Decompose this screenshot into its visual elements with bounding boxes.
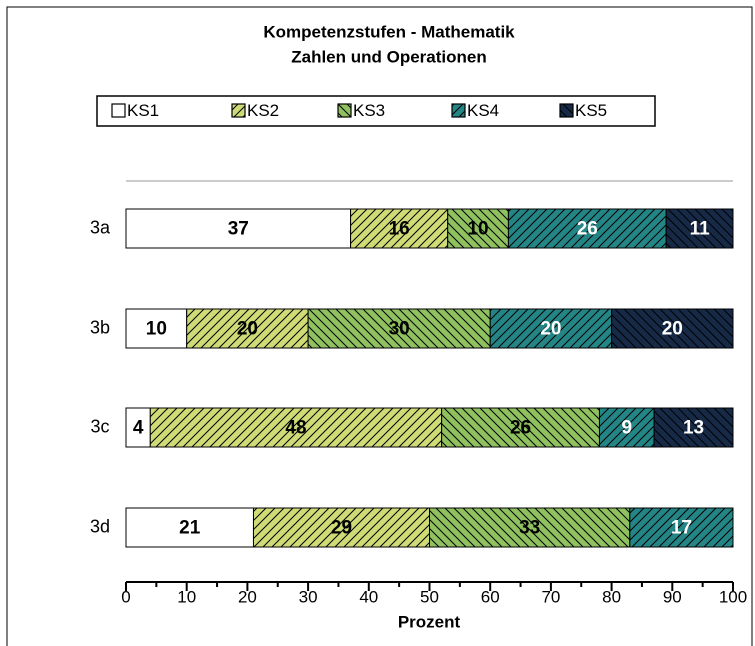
bar-segment bbox=[665, 208, 734, 249]
legend-label: KS5 bbox=[575, 101, 607, 120]
legend-swatch bbox=[337, 103, 352, 118]
y-tick-label: 3d bbox=[90, 516, 110, 536]
bar-segment bbox=[441, 407, 600, 448]
x-tick-label: 20 bbox=[238, 587, 257, 606]
bar-segment bbox=[125, 507, 254, 548]
bar-segment bbox=[186, 308, 309, 349]
data-label: 13 bbox=[683, 418, 704, 439]
x-tick-label: 60 bbox=[481, 587, 500, 606]
chart-title: Kompetenzstufen - Mathematik bbox=[263, 22, 515, 41]
bar-segment bbox=[598, 407, 655, 448]
x-tick-label: 0 bbox=[121, 587, 130, 606]
bar-segment bbox=[429, 507, 631, 548]
data-label: 16 bbox=[389, 219, 410, 240]
data-label: 4 bbox=[133, 418, 144, 439]
data-label: 26 bbox=[577, 219, 598, 240]
bar-segment bbox=[653, 407, 734, 448]
x-tick-label: 80 bbox=[602, 587, 621, 606]
data-label: 26 bbox=[510, 418, 531, 439]
data-label: 11 bbox=[690, 219, 711, 240]
data-label: 10 bbox=[467, 219, 488, 240]
legend-label: KS3 bbox=[353, 101, 385, 120]
x-tick-label: 30 bbox=[299, 587, 318, 606]
data-label: 17 bbox=[671, 518, 692, 539]
x-tick-label: 40 bbox=[359, 587, 378, 606]
legend-swatch bbox=[559, 103, 574, 118]
legend-swatch bbox=[111, 103, 126, 118]
y-tick-label: 3b bbox=[90, 317, 110, 337]
legend-label: KS4 bbox=[467, 101, 499, 120]
data-label: 20 bbox=[662, 319, 683, 340]
data-label: 29 bbox=[331, 518, 352, 539]
data-label: 20 bbox=[237, 319, 258, 340]
bar-segment bbox=[252, 507, 430, 548]
legend-label: KS1 bbox=[127, 101, 159, 120]
frame bbox=[6, 6, 753, 646]
data-label: 20 bbox=[540, 319, 561, 340]
bar-segment bbox=[307, 308, 491, 349]
data-label: 33 bbox=[519, 518, 540, 539]
x-tick-label: 90 bbox=[663, 587, 682, 606]
x-axis-label: Prozent bbox=[398, 612, 461, 631]
bar-segment bbox=[125, 407, 151, 448]
bar-segment bbox=[125, 308, 188, 349]
legend-label: KS2 bbox=[247, 101, 279, 120]
data-label: 30 bbox=[389, 319, 410, 340]
chart-subtitle: Zahlen und Operationen bbox=[291, 47, 487, 66]
data-label: 37 bbox=[228, 219, 249, 240]
bar-segment bbox=[629, 507, 734, 548]
bar-segment bbox=[350, 208, 449, 249]
x-tick-label: 50 bbox=[420, 587, 439, 606]
data-label: 21 bbox=[179, 518, 201, 539]
legend-swatch bbox=[231, 103, 246, 118]
x-tick-label: 70 bbox=[541, 587, 560, 606]
x-tick-label: 10 bbox=[177, 587, 196, 606]
y-tick-label: 3a bbox=[90, 217, 111, 237]
bar-segment bbox=[611, 308, 734, 349]
data-label: 48 bbox=[285, 418, 306, 439]
x-tick-label: 100 bbox=[719, 587, 747, 606]
bar-segment bbox=[447, 208, 509, 249]
y-tick-label: 3c bbox=[90, 416, 109, 436]
bar-segment bbox=[489, 308, 613, 349]
data-label: 9 bbox=[621, 418, 632, 439]
bar-segment bbox=[149, 407, 443, 448]
data-label: 10 bbox=[146, 319, 167, 340]
bar-segment bbox=[125, 208, 352, 249]
legend-swatch bbox=[451, 103, 466, 118]
